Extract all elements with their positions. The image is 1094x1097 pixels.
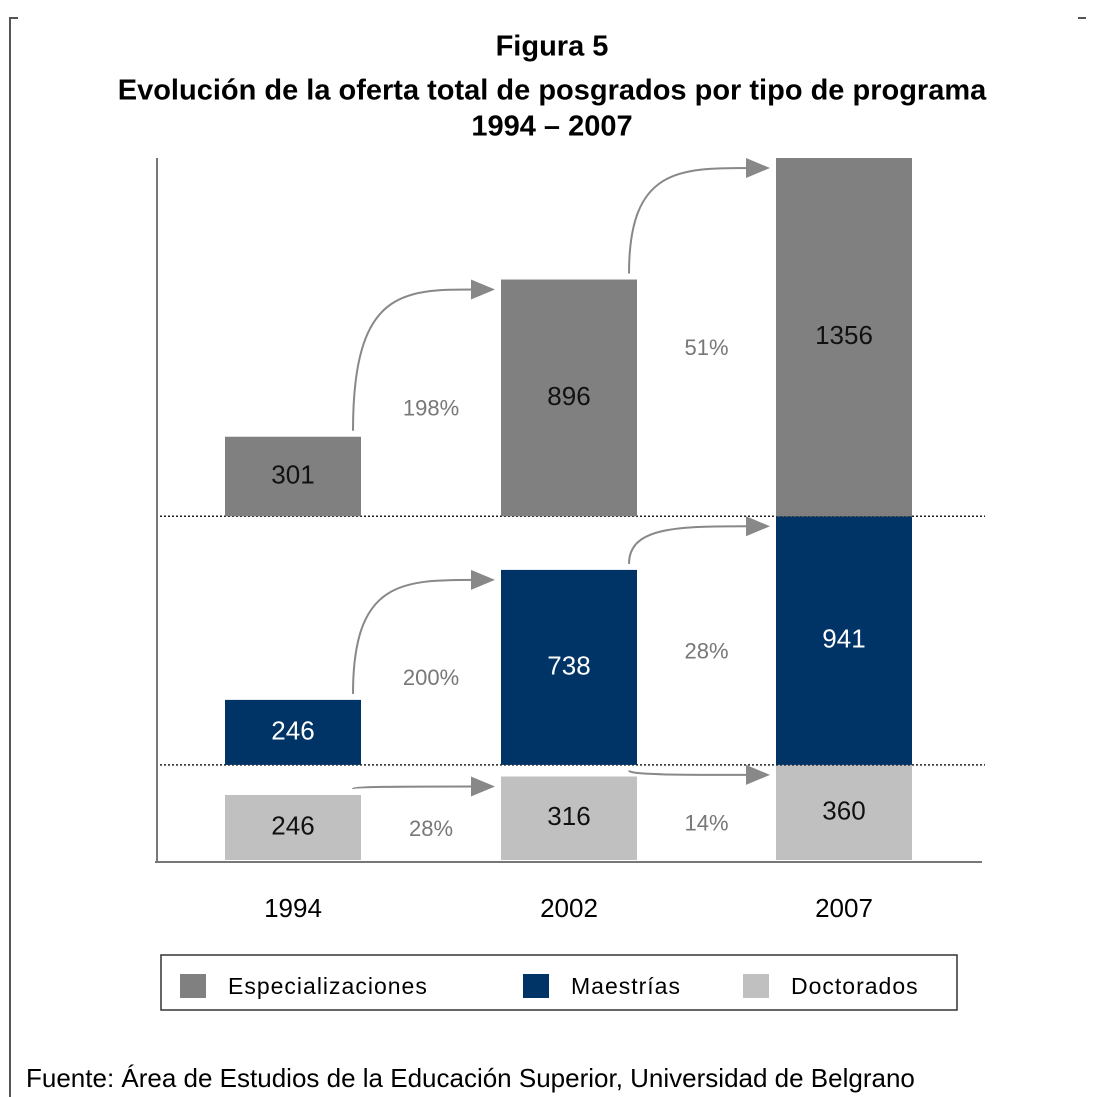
growth-label: 14%: [684, 810, 728, 835]
growth-arrow: [628, 525, 751, 564]
bar: [776, 158, 912, 517]
arrow-head: [746, 764, 770, 785]
frame: [9, 17, 18, 1097]
value-label: 941: [822, 623, 865, 653]
legend-swatch: [180, 974, 206, 998]
bar: [501, 776, 637, 860]
arrow-head: [746, 158, 770, 178]
legend-label: Maestrías: [571, 973, 681, 999]
bar: [225, 699, 361, 765]
value-label: 738: [547, 650, 590, 680]
growth-arrow: [628, 769, 751, 776]
growth-arrow: [628, 167, 751, 274]
bar: [776, 764, 912, 860]
bar: [225, 436, 361, 517]
x-tick-label: 2007: [815, 893, 873, 923]
growth-label: 200%: [403, 665, 459, 690]
bar: [225, 795, 361, 860]
bar: [501, 569, 637, 765]
chart-title: 1994 – 2007: [471, 111, 632, 143]
growth-label: 198%: [403, 396, 459, 421]
value-label: 301: [271, 459, 314, 489]
value-label: 246: [271, 810, 314, 840]
bar: [776, 516, 912, 765]
source: Fuente: Área de Estudios de la Educación…: [26, 1063, 915, 1093]
growth-arrow: [352, 288, 476, 431]
growth-label: 28%: [684, 638, 728, 663]
value-label: 360: [822, 795, 865, 825]
value-label: 246: [271, 715, 314, 745]
x-tick-label: 1994: [264, 893, 322, 923]
growth-arrow: [352, 578, 476, 694]
legend-box: [160, 954, 958, 1011]
legend-swatch: [743, 974, 769, 998]
value-label: 896: [547, 381, 590, 411]
legend-swatch: [523, 974, 549, 998]
legend-label: Doctorados: [791, 973, 919, 999]
arrow-head: [471, 279, 495, 300]
arrow-head: [471, 569, 495, 590]
chart-title: Figura 5: [496, 31, 609, 63]
growth-label: 51%: [684, 335, 728, 360]
growth-label: 28%: [409, 816, 453, 841]
value-label: 316: [547, 801, 590, 831]
x-tick-label: 2002: [540, 893, 598, 923]
chart-title: Evolución de la oferta total de posgrado…: [118, 75, 987, 107]
value-label: 1356: [815, 320, 873, 350]
arrow-head: [746, 516, 770, 537]
legend-label: Especializaciones: [228, 973, 428, 999]
arrow-head: [471, 776, 495, 797]
bar: [501, 279, 637, 517]
growth-arrow: [352, 785, 476, 790]
